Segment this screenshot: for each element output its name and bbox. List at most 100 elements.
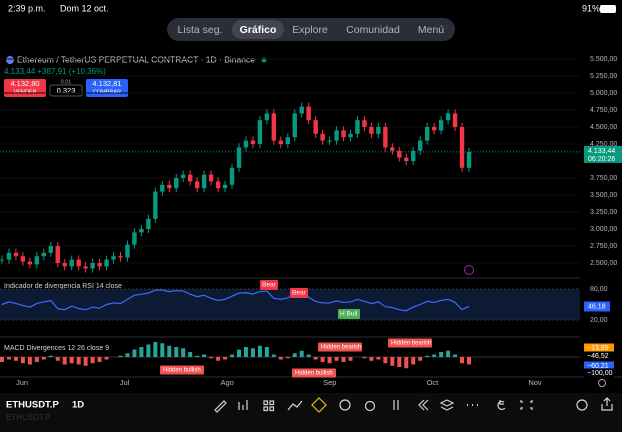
candle (243, 140, 249, 148)
buy-label: COMPRAR (93, 89, 121, 95)
macd-bar (62, 357, 67, 365)
macd-bar (216, 357, 221, 361)
rewind-icon[interactable] (418, 399, 429, 411)
macd-bar (446, 350, 451, 357)
candle (13, 252, 19, 257)
macd-bar (439, 352, 444, 357)
settings-icon[interactable] (598, 379, 606, 387)
candle (111, 256, 116, 260)
candle (194, 181, 200, 189)
macd-bar (209, 357, 214, 359)
candle (376, 127, 381, 134)
candle (153, 191, 158, 219)
tab[interactable]: Gráfico (240, 24, 277, 36)
spread-bottom: 0.323 (57, 86, 76, 95)
share-icon[interactable] (601, 397, 613, 411)
candle (362, 120, 367, 127)
draw-icon[interactable] (214, 400, 227, 413)
price-tick-label: 5.500,00 (590, 56, 617, 63)
candle (236, 147, 242, 168)
toolbar (0, 393, 622, 432)
binance-icon[interactable] (311, 397, 327, 413)
candle (397, 150, 402, 158)
macd-bar (48, 355, 53, 357)
price-tick-label: 3.000,00 (590, 226, 617, 233)
alert-icon[interactable] (364, 400, 376, 412)
macd-annotation-bg (292, 368, 336, 378)
buy-price: 4.132,81 (92, 79, 121, 88)
macd-bar (188, 352, 193, 357)
ghost-symbol: ETHUSDT.P (6, 413, 50, 422)
month-label: Jul (120, 378, 130, 387)
macd-bar (278, 357, 283, 360)
candle (125, 244, 130, 258)
macd-tag (584, 343, 614, 353)
macd-bar (97, 357, 102, 362)
replay-icon[interactable] (393, 400, 399, 410)
toolbar-symbol[interactable]: ETHUSDT.P (6, 400, 59, 411)
candle (48, 246, 53, 253)
layout-icon[interactable] (269, 406, 275, 412)
rsi-annotation-bg (338, 309, 360, 319)
rsi-tick-label: 80,00 (590, 286, 608, 293)
candle (411, 150, 416, 161)
candle (445, 113, 451, 121)
layers-icon[interactable] (439, 399, 455, 411)
toolbar-interval[interactable]: 1D (72, 400, 84, 411)
status-date: Dom 12 oct. (60, 3, 109, 13)
layout-icon[interactable] (269, 400, 275, 406)
candle (174, 178, 179, 189)
price-tick-label: 4.750,00 (590, 107, 617, 114)
alert-icon[interactable] (464, 265, 474, 275)
price-tick-label: 3.500,00 (590, 192, 617, 199)
candle (390, 147, 395, 151)
price-tick-label: 4.500,00 (590, 124, 617, 131)
macd-bar (299, 350, 304, 357)
macd-bar (118, 355, 123, 357)
candle (83, 266, 88, 269)
rsi-title: Indicador de divergencia RSI 14 close (4, 283, 122, 290)
symbol-icon (6, 56, 14, 64)
add-icon[interactable] (339, 399, 351, 411)
candle (201, 174, 207, 189)
candle (76, 259, 81, 267)
macd-tag (584, 351, 614, 361)
tab[interactable]: Explore (292, 24, 328, 36)
macd-bar (55, 357, 60, 361)
candle (466, 151, 472, 168)
candle (139, 229, 144, 233)
candle (271, 113, 277, 141)
candle (264, 113, 270, 121)
compare-icon[interactable] (287, 400, 303, 411)
candle (69, 259, 74, 267)
rsi-annotation: H Bull (340, 311, 358, 318)
status-time: 2:39 p.m. (8, 3, 46, 13)
tab[interactable]: Menú (418, 24, 444, 36)
rsi-annotation: Bear (262, 282, 277, 289)
macd-tag (584, 361, 614, 371)
tab[interactable]: Comunidad (346, 24, 400, 36)
candle (34, 256, 40, 265)
fullscreen-icon[interactable] (520, 400, 533, 410)
layout-icon[interactable] (263, 400, 269, 406)
candle (215, 181, 221, 189)
candle (299, 106, 304, 114)
candle (327, 140, 332, 142)
macd-bar (20, 357, 25, 364)
candle (229, 167, 235, 185)
candle (341, 130, 346, 138)
spread-top: 0.01 (61, 79, 72, 85)
macd-bar (0, 357, 4, 362)
candle (187, 174, 193, 182)
price-tag-timer: 06:20:26 (588, 156, 615, 163)
macd-bar (83, 357, 88, 366)
macd-bar (306, 354, 311, 357)
indicators-icon[interactable] (238, 400, 248, 410)
macd-bar (125, 353, 130, 357)
new-icon[interactable] (576, 399, 588, 411)
macd-bar (146, 344, 151, 357)
layout-icon[interactable] (263, 406, 269, 412)
tab[interactable]: Lista seg. (178, 24, 223, 36)
undo-icon[interactable] (497, 400, 506, 411)
